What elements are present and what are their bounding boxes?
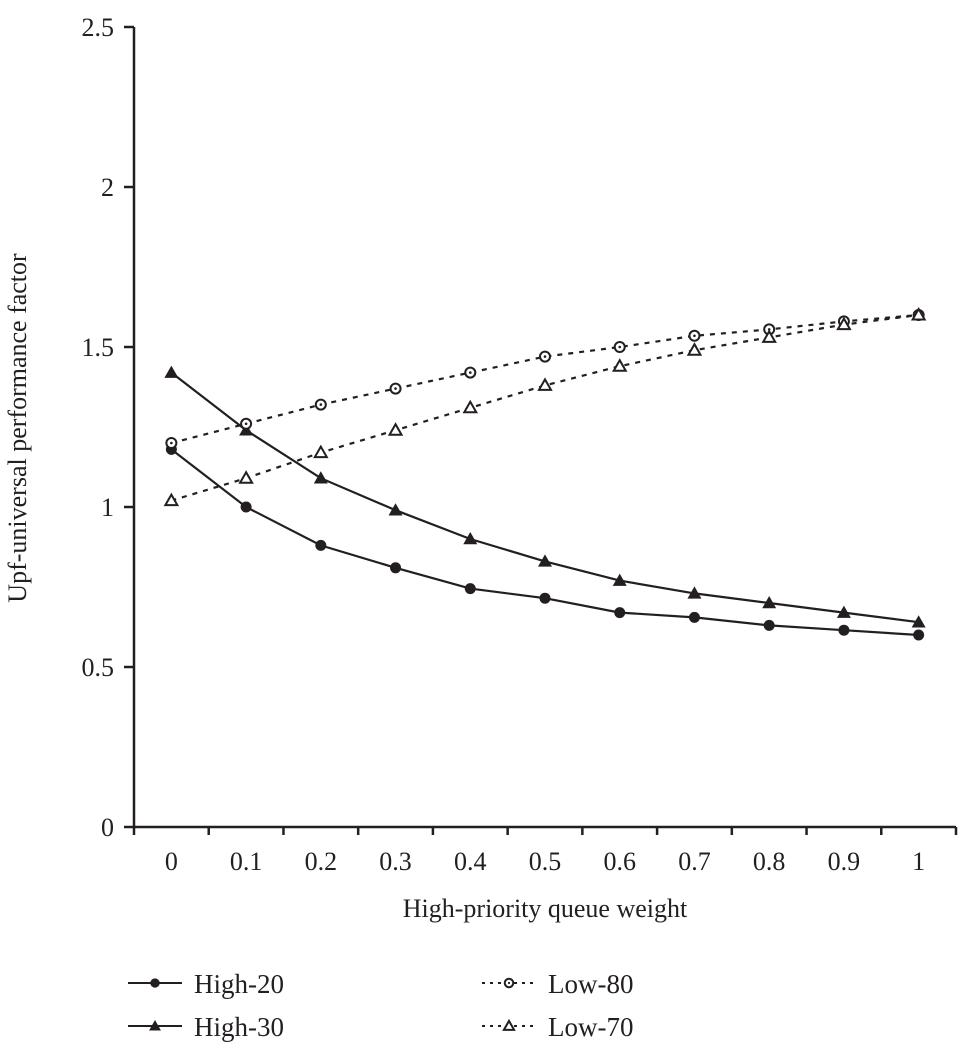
data-point-circle (464, 583, 476, 595)
legend-item-high-20: High-20 (128, 969, 284, 999)
data-point-triangle (911, 615, 926, 628)
data-point-open-circle (688, 329, 701, 342)
data-point-open-triangle (910, 306, 927, 321)
data-point-triangle (313, 471, 328, 484)
data-point-triangle (164, 365, 179, 378)
legend-label: High-30 (194, 1012, 284, 1042)
data-point-circle (614, 607, 626, 619)
data-point-open-triangle (612, 358, 628, 372)
legend-item-low-80: Low-80 (482, 969, 633, 999)
series-layer (163, 306, 927, 641)
x-tick-label: 0.6 (603, 847, 636, 876)
series-low-70 (163, 306, 927, 507)
legend-label: High-20 (194, 969, 284, 999)
x-tick-label: 0.2 (305, 847, 338, 876)
legend-item-high-30: High-30 (128, 1012, 284, 1042)
data-point-open-triangle (313, 444, 329, 459)
data-point-circle (315, 539, 327, 551)
x-tick-label: 0.8 (753, 847, 786, 876)
marker-dot (693, 334, 696, 338)
series-line (171, 313, 919, 502)
data-point-open-circle (464, 366, 477, 379)
series-line (170, 371, 919, 624)
y-tick-label: 2.5 (82, 13, 115, 42)
legend: High-20 High-30 Low-80 Low-70 (128, 969, 633, 1042)
x-ticks: 0 0.1 0.2 0.3 0.4 0.5 0.6 0.7 0.8 0.9 1 (132, 827, 958, 876)
data-point-circle (150, 978, 160, 988)
data-point-open-circle (314, 398, 327, 411)
data-point-open-triangle (462, 399, 478, 414)
data-point-circle (539, 592, 551, 604)
data-point-open-triangle (502, 1018, 516, 1031)
data-point-circle (763, 619, 775, 631)
data-point-open-triangle (537, 377, 553, 391)
data-point-open-circle (539, 350, 551, 363)
data-point-open-circle (240, 417, 253, 430)
data-point-open-triangle (387, 422, 404, 436)
data-point-open-triangle (163, 492, 180, 507)
series-high-30 (164, 365, 926, 628)
marker-dot (244, 422, 248, 426)
data-point-open-triangle (761, 329, 777, 343)
data-point-circle (838, 624, 850, 636)
marker-dot (394, 387, 397, 390)
y-tick-label: 0 (101, 813, 114, 842)
marker-dot (468, 371, 472, 374)
data-point-open-triangle (836, 316, 852, 331)
data-point-open-triangle (686, 342, 703, 356)
data-point-open-circle (503, 977, 515, 989)
data-point-triangle (687, 586, 702, 599)
data-point-circle (390, 562, 402, 574)
data-point-open-circle (389, 382, 402, 395)
data-point-open-circle (165, 437, 178, 449)
marker-dot (618, 345, 622, 349)
data-point-open-circle (613, 341, 626, 353)
series-high-20 (165, 443, 925, 641)
data-point-triangle (538, 554, 552, 567)
data-point-open-triangle (238, 470, 254, 484)
x-tick-label: 1 (912, 847, 925, 876)
data-point-circle (688, 611, 700, 623)
data-point-triangle (762, 596, 777, 609)
x-tick-label: 0.3 (379, 847, 412, 876)
y-ticks: 0 0.5 1 1.5 2 2.5 (82, 13, 134, 842)
legend-label: Low-70 (548, 1012, 633, 1042)
y-tick-label: 0.5 (82, 653, 115, 682)
marker-dot (170, 441, 173, 445)
x-tick-label: 0.1 (230, 847, 263, 876)
data-point-triangle (388, 503, 403, 516)
x-tick-label: 0 (165, 847, 178, 876)
x-tick-label: 0.9 (828, 847, 861, 876)
marker-dot (507, 981, 511, 985)
y-tick-label: 2 (101, 173, 114, 202)
y-tick-label: 1.5 (82, 333, 115, 362)
legend-item-low-70: Low-70 (482, 1012, 633, 1042)
marker-dot (543, 355, 547, 358)
legend-label: Low-80 (548, 969, 633, 999)
data-point-circle (913, 629, 925, 641)
x-tick-label: 0.5 (529, 847, 562, 876)
marker-dot (319, 403, 323, 406)
axes (132, 27, 956, 829)
data-point-circle (240, 501, 252, 513)
x-axis-title: High-priority queue weight (403, 894, 688, 923)
x-tick-label: 0.7 (678, 847, 711, 876)
data-point-triangle (836, 605, 851, 618)
data-point-triangle (463, 532, 478, 545)
x-tick-label: 0.4 (454, 847, 487, 876)
y-tick-label: 1 (101, 493, 114, 522)
data-point-triangle (149, 1020, 161, 1031)
y-axis-title: Upf-universal performance factor (3, 253, 32, 603)
data-point-triangle (612, 573, 627, 586)
